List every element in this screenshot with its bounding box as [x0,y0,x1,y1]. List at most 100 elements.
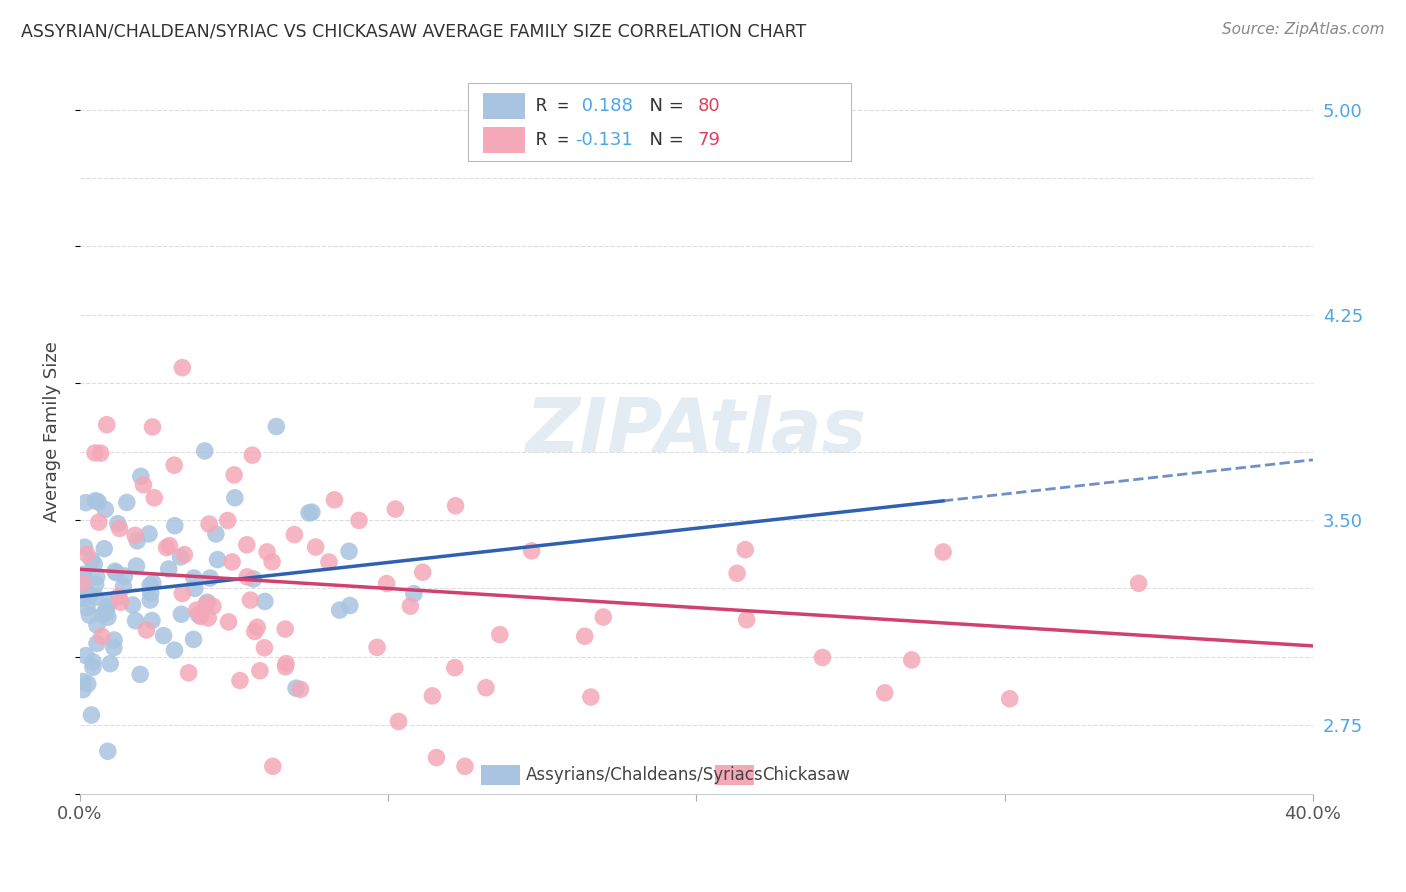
Point [207,552,229,566]
Point [172,586,194,600]
Point [177,665,200,680]
Point [80,553,103,567]
Point [86,569,108,583]
Point [76,677,98,691]
Point [734,542,756,557]
Point [347,513,370,527]
Point [221,555,243,569]
Point [183,571,205,585]
Point [224,467,246,482]
Point [163,458,186,473]
Point [72,576,94,591]
Point [592,610,614,624]
Point [141,420,163,434]
Point [135,623,157,637]
Text: R =: R = [536,97,579,115]
Text: ZIPAtlas: ZIPAtlas [526,394,868,467]
Text: -0.131: -0.131 [575,130,633,149]
Point [422,689,444,703]
Point [305,540,328,554]
FancyBboxPatch shape [481,764,520,785]
Text: N =: N = [638,130,690,149]
Text: Chickasaw: Chickasaw [762,766,849,784]
Point [82,655,104,669]
Point [94,502,117,516]
Point [139,578,162,592]
Text: Assyrians/Chaldeans/Syriacs: Assyrians/Chaldeans/Syriacs [526,766,763,784]
Point [86,636,108,650]
Point [262,555,284,569]
Point [337,544,360,558]
Point [139,593,162,607]
Point [190,609,212,624]
Point [98,657,121,671]
Point [105,566,128,580]
Point [91,607,114,622]
Point [163,643,186,657]
Point [444,499,467,513]
Point [157,562,180,576]
Text: 79: 79 [697,130,721,149]
Point [75,648,97,663]
Point [72,591,94,606]
Point [173,548,195,562]
Point [152,629,174,643]
Point [138,527,160,541]
Point [579,690,602,704]
Point [194,444,217,458]
Text: ASSYRIAN/CHALDEAN/SYRIAC VS CHICKASAW AVERAGE FAMILY SIZE CORRELATION CHART: ASSYRIAN/CHALDEAN/SYRIAC VS CHICKASAW AV… [21,22,806,40]
Point [107,516,129,531]
Point [256,545,278,559]
Point [195,595,218,609]
Point [163,518,186,533]
Point [375,576,398,591]
Point [108,521,131,535]
Point [399,599,422,613]
Point [236,570,259,584]
Point [454,759,477,773]
Point [318,555,340,569]
Point [224,491,246,505]
Point [201,599,224,614]
Point [170,607,193,622]
Point [83,557,105,571]
Point [73,540,96,554]
Point [274,622,297,636]
Text: 80: 80 [697,97,720,115]
Point [239,593,262,607]
Point [76,600,98,615]
Point [242,572,264,586]
Point [475,681,498,695]
Point [169,549,191,564]
Point [187,607,209,622]
Point [323,492,346,507]
Point [129,469,152,483]
Point [186,603,208,617]
Point [574,629,596,643]
Point [285,681,308,695]
Point [240,448,263,462]
Point [79,588,101,602]
Point [301,505,323,519]
Point [80,708,103,723]
Point [72,567,94,582]
Point [124,614,146,628]
FancyBboxPatch shape [484,93,524,120]
Point [932,545,955,559]
FancyBboxPatch shape [468,83,851,161]
Point [112,580,135,594]
Point [198,571,221,585]
Point [290,682,312,697]
Point [873,686,896,700]
Point [249,664,271,678]
Point [103,640,125,655]
Point [198,516,221,531]
Point [402,587,425,601]
Point [246,620,269,634]
Point [900,653,922,667]
Point [998,691,1021,706]
Point [195,597,218,611]
Point [115,495,138,509]
Point [183,632,205,647]
Point [84,493,107,508]
